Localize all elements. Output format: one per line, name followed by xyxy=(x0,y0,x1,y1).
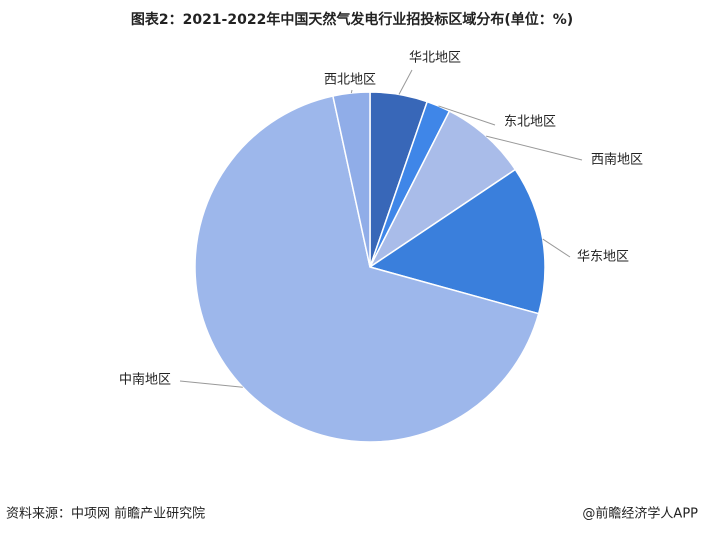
pie-slice xyxy=(194,95,540,443)
chart-title: 图表2：2021-2022年中国天然气发电行业招投标区域分布(单位：%) xyxy=(131,11,573,28)
slice-label: 中南地区 xyxy=(119,372,171,388)
slice-label: 华东地区 xyxy=(577,250,629,265)
slice-label: 西南地区 xyxy=(591,152,643,168)
leader-line xyxy=(438,105,496,126)
leader-line xyxy=(542,238,571,258)
leader-line xyxy=(179,380,243,388)
leader-line xyxy=(398,69,413,95)
slice-label: 华北地区 xyxy=(409,51,461,66)
slice-label: 东北地区 xyxy=(504,115,556,130)
source: 资料来源：中项网 前瞻产业研究院 xyxy=(6,506,205,522)
leader-line xyxy=(350,89,353,94)
credit: @前瞻经济学人APP xyxy=(582,506,698,522)
pie-slice xyxy=(368,110,517,270)
slice-label: 西北地区 xyxy=(324,73,376,88)
leader-line xyxy=(486,135,583,161)
